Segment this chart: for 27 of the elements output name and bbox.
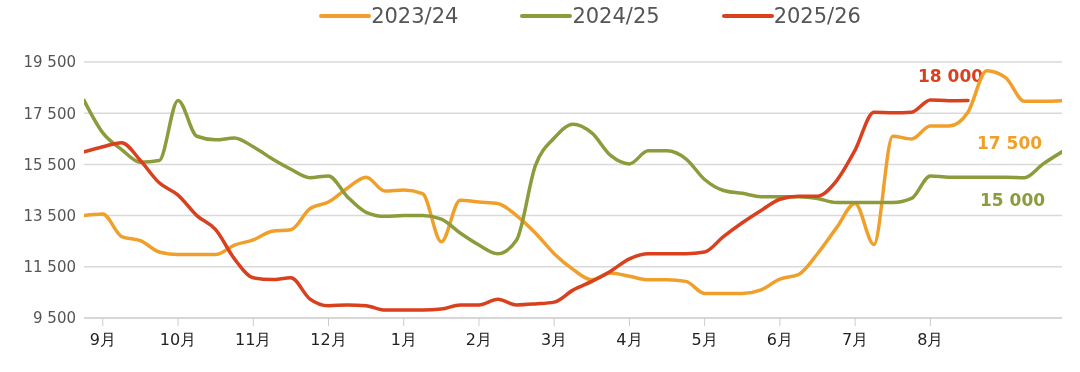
y-tick-label: 11 500 bbox=[23, 258, 76, 277]
x-tick-label: 1月 bbox=[390, 330, 417, 350]
y-tick-label: 15 500 bbox=[23, 155, 76, 174]
annotation: 15 000 bbox=[980, 190, 1046, 210]
x-tick-label: 4月 bbox=[616, 330, 643, 350]
y-tick-label: 19 500 bbox=[23, 53, 76, 72]
legend-label: 2024/25 bbox=[572, 4, 660, 28]
x-tick-label: 6月 bbox=[766, 330, 793, 350]
x-tick-label: 2月 bbox=[465, 330, 493, 350]
x-tick-label: 10月 bbox=[159, 330, 197, 350]
line-series bbox=[84, 98, 970, 312]
x-tick-label: 12月 bbox=[310, 330, 347, 350]
annotation: 18 000 bbox=[918, 66, 984, 86]
y-tick-label: 9 500 bbox=[33, 309, 76, 328]
x-tick-label: 9月 bbox=[89, 330, 116, 350]
x-tick-label: 8月 bbox=[917, 330, 944, 350]
y-tick-label: 13 500 bbox=[23, 206, 76, 225]
legend-label: 2025/26 bbox=[773, 4, 861, 28]
x-tick-label: 5月 bbox=[691, 330, 718, 350]
x-tick-label: 3月 bbox=[541, 330, 568, 350]
y-tick-label: 17 500 bbox=[23, 104, 76, 123]
x-tick-label: 11月 bbox=[235, 330, 272, 350]
x-tick-label: 7月 bbox=[842, 330, 869, 350]
line-series bbox=[84, 68, 1062, 296]
legend-label: 2023/24 bbox=[371, 4, 459, 28]
line-series bbox=[84, 98, 1062, 256]
annotation: 17 500 bbox=[977, 133, 1043, 153]
